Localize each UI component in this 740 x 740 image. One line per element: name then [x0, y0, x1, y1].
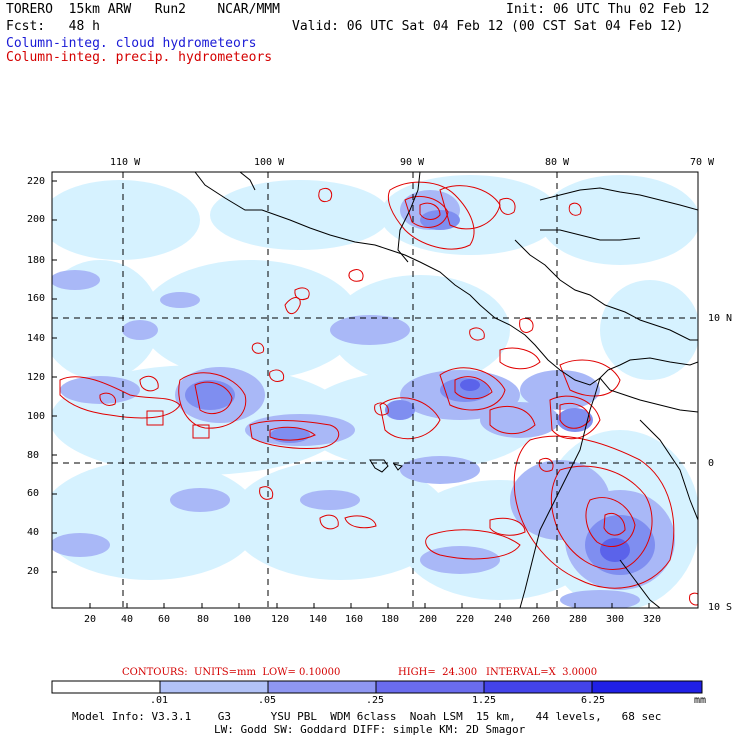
x-tick: 180: [381, 614, 400, 625]
x-tick: 160: [345, 614, 364, 625]
colorbar-unit: mm: [694, 695, 707, 706]
x-tick: 80: [197, 614, 210, 625]
colorbar-label: .01: [150, 695, 169, 706]
lat-label-10s: 10 S: [708, 602, 733, 613]
valid-time: Valid: 06 UTC Sat 04 Feb 12 (00 CST Sat …: [292, 19, 684, 34]
y-tick: 220: [27, 176, 46, 187]
contour-box: [192, 424, 210, 439]
x-tick: 120: [271, 614, 290, 625]
x-tick: 20: [84, 614, 97, 625]
forecast-hour: Fcst: 48 h: [6, 19, 100, 34]
coastlines: [194, 172, 698, 608]
lon-label-70w: 70 W: [690, 157, 715, 168]
y-tick: 60: [27, 488, 40, 499]
y-tick: 100: [27, 411, 46, 422]
precip-contours: [59, 181, 698, 606]
y-tick: 80: [27, 450, 40, 461]
lat-label-10n: 10 N: [708, 313, 733, 324]
map-frame: [51, 171, 699, 609]
colorbar-label: .25: [366, 695, 385, 706]
y-tick: 140: [27, 333, 46, 344]
y-tick: 40: [27, 527, 40, 538]
y-tick: 160: [27, 293, 46, 304]
lon-label-110w: 110 W: [110, 157, 141, 168]
y-tick-marks: [52, 180, 57, 573]
contour-units: CONTOURS: UNITS=mm LOW= 0.10000: [122, 667, 341, 678]
lon-label-80w: 80 W: [545, 157, 570, 168]
colorbar-label: 1.25: [472, 695, 497, 706]
contour-interval: INTERVAL=X 3.0000: [486, 667, 598, 678]
x-tick: 320: [643, 614, 662, 625]
colorbar-label: 6.25: [581, 695, 606, 706]
colorbar: [51, 680, 703, 694]
model-title: TORERO 15km ARW Run2 NCAR/MMM: [6, 2, 280, 17]
y-tick: 120: [27, 372, 46, 383]
graticule: [52, 172, 698, 608]
x-tick: 280: [569, 614, 588, 625]
y-tick: 180: [27, 255, 46, 266]
lon-label-90w: 90 W: [400, 157, 425, 168]
y-tick: 20: [27, 566, 40, 577]
model-info-line1: Model Info: V3.3.1 G3 YSU PBL WDM 6class…: [72, 710, 662, 723]
x-tick-marks: [89, 603, 650, 608]
x-tick: 60: [158, 614, 171, 625]
x-tick: 220: [456, 614, 475, 625]
x-tick: 200: [419, 614, 438, 625]
colorbar-label: .05: [258, 695, 277, 706]
contour-box: [146, 410, 164, 426]
legend-precip-hydrometeors: Column-integ. precip. hydrometeors: [6, 50, 273, 65]
x-tick: 300: [606, 614, 625, 625]
cloud-hydrometeor-shading: [52, 175, 698, 608]
legend-cloud-hydrometeors: Column-integ. cloud hydrometeors: [6, 36, 257, 51]
y-tick: 200: [27, 214, 46, 225]
model-info-line2: LW: Godd SW: Goddard DIFF: simple KM: 2D…: [214, 723, 526, 736]
lat-label-0: 0: [708, 458, 715, 469]
lon-label-100w: 100 W: [254, 157, 285, 168]
x-tick: 140: [309, 614, 328, 625]
init-time: Init: 06 UTC Thu 02 Feb 12: [506, 2, 710, 17]
x-tick: 100: [233, 614, 252, 625]
contour-high: HIGH= 24.300: [398, 667, 478, 678]
x-tick: 240: [494, 614, 513, 625]
x-tick: 40: [121, 614, 134, 625]
x-tick: 260: [532, 614, 551, 625]
